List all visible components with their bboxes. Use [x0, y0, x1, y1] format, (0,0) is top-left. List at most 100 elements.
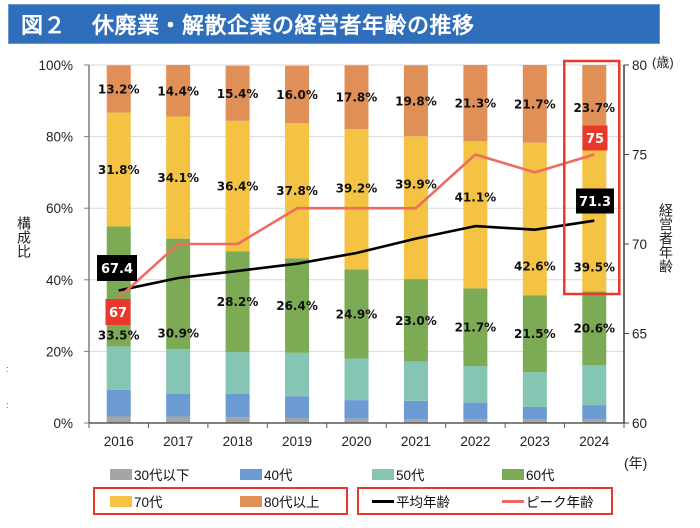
data-label: 23.7%: [573, 101, 615, 115]
legend-item-70s[interactable]: 70代: [110, 493, 163, 510]
legend-item-80s-and-over[interactable]: 80代以上: [240, 493, 320, 510]
bar-segment: [344, 269, 369, 359]
data-label: 36.4%: [217, 180, 259, 194]
callout-box: [105, 299, 131, 325]
data-label: 21.7%: [455, 321, 497, 335]
legend-label: 70代: [134, 495, 163, 510]
bar-segment: [285, 122, 310, 259]
bar-segment: [166, 116, 191, 239]
x-tick-label: 2023: [520, 434, 550, 449]
data-label: 13.2%: [98, 82, 140, 96]
legend-highlight-box-lines: [357, 487, 613, 515]
bar-segment: [582, 419, 607, 423]
legend-swatch: [110, 495, 132, 507]
data-label: 34.1%: [157, 171, 199, 185]
bar-segment: [582, 291, 607, 366]
average-age-line: [118, 219, 595, 292]
legend-highlight-box-bars: [93, 487, 348, 515]
data-label: 41.1%: [455, 191, 497, 205]
peak-age-line: [117, 153, 595, 299]
legend-label: 30代以下: [134, 468, 190, 483]
data-label: 19.8%: [395, 94, 437, 108]
bar-segment: [344, 358, 369, 401]
legend-item-peak-age[interactable]: ピーク年齢: [502, 493, 594, 510]
bar-segment: [403, 400, 428, 420]
bar-segment: [166, 394, 191, 417]
bar-segment: [582, 365, 607, 406]
legend-swatch: [240, 495, 262, 507]
highlight-frame: [563, 59, 621, 296]
bar-segment: [106, 226, 131, 347]
bar-segment: [403, 279, 428, 362]
legend-label: 50代: [396, 468, 425, 483]
y-left-tick-label: 40%: [46, 273, 73, 288]
x-axis-unit: (年): [624, 455, 648, 471]
y-left-tick-label: 0%: [53, 416, 73, 431]
bar-segment: [522, 419, 547, 423]
bar-segment: [463, 288, 488, 367]
legend-swatch: [372, 468, 394, 480]
bar-segment: [463, 419, 488, 423]
bar-segment: [522, 406, 547, 420]
legend-item-average-age[interactable]: 平均年齢: [372, 493, 450, 510]
legend-item-60s[interactable]: 60代: [502, 466, 555, 483]
data-label: 21.7%: [514, 97, 556, 111]
data-label: 31.8%: [98, 163, 140, 177]
x-tick-label: 2016: [104, 434, 134, 449]
legend-swatch: [110, 468, 132, 480]
legend-item-30s-and-under[interactable]: 30代以下: [110, 466, 190, 483]
bar-segment: [582, 149, 607, 292]
data-label: 21.3%: [455, 97, 497, 111]
data-label: 24.9%: [336, 307, 378, 321]
bar-segment: [582, 405, 607, 420]
data-label: 17.8%: [336, 91, 378, 105]
bar-segment: [225, 251, 250, 353]
data-label: 26.4%: [276, 299, 318, 313]
y-right-tick-label: 75: [632, 148, 647, 163]
y-right-tick-label: 70: [632, 237, 647, 252]
bar-segment: [285, 396, 310, 418]
bar-segment: [106, 416, 131, 423]
x-tick-label: 2022: [460, 434, 490, 449]
legend-swatch: [240, 468, 262, 480]
callout-box: [97, 255, 137, 281]
bar-segment: [166, 349, 191, 395]
bar-segment: [344, 418, 369, 423]
y-axis-left-title: 構成比: [16, 216, 32, 258]
data-label: 30.9%: [157, 327, 199, 341]
bar-segment: [403, 361, 428, 401]
legend-item-40s[interactable]: 40代: [240, 466, 293, 483]
data-label: 33.5%: [98, 329, 140, 343]
y-left-tick-label: 100%: [38, 58, 73, 73]
y-axis-right-unit: (歳): [652, 55, 674, 70]
data-labels: 33.5% 30.9% 28.2% 26.4% 24.9% 23.0% 21.7% 21.5%…: [98, 82, 615, 342]
bar-segment: [166, 416, 191, 423]
callout-label: 71.3: [579, 195, 611, 210]
bar-segment: [344, 129, 369, 270]
line-series: [117, 153, 595, 299]
bar-segment: [463, 141, 488, 289]
legend-item-50s[interactable]: 50代: [372, 466, 425, 483]
y-left-tick-label: 20%: [46, 344, 73, 359]
bar-segment: [522, 65, 547, 143]
data-label: 21.5%: [514, 327, 556, 341]
bar-segment: [225, 352, 250, 395]
bar-segment: [522, 295, 547, 373]
bar-segment: [106, 389, 131, 417]
y-left-tick-label: 60%: [46, 201, 73, 216]
bar-segment: [106, 346, 131, 390]
axes: [84, 64, 629, 428]
legend-line-marker: [372, 499, 394, 503]
legend-label: 60代: [526, 468, 555, 483]
legend-line-marker: [502, 499, 524, 503]
x-tick-label: 2020: [341, 434, 371, 449]
bar-segment: [225, 120, 250, 252]
data-label: 23.0%: [395, 314, 437, 328]
bar-segment: [285, 258, 310, 353]
figure-label: 図２: [21, 13, 67, 38]
bar-segment: [225, 417, 250, 423]
bar-segment: [403, 419, 428, 423]
data-label: 37.8%: [276, 184, 318, 198]
tick-labels: 0% 20% 40% 60% 80% 100% 60 65 70 75 80 2016 2017 2018…: [38, 58, 647, 449]
